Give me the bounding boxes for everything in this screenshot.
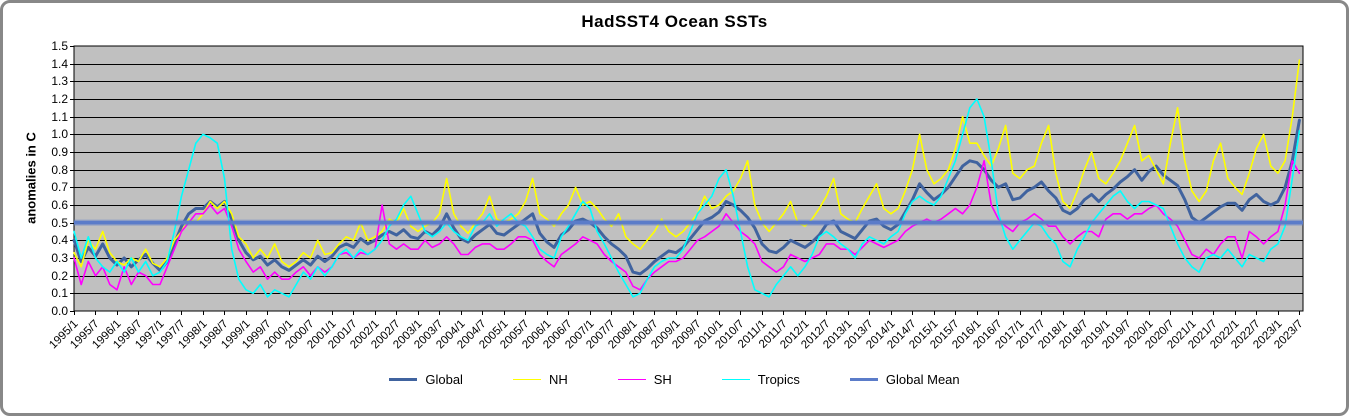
y-tick-label: 0.9 [51,145,68,159]
legend-line-swatch [721,378,750,381]
y-tick-label: 0.7 [51,180,68,195]
legend-label: SH [653,372,672,387]
y-tick-label: 1.5 [51,39,68,53]
series-line-sh [73,160,1301,291]
y-tick-label: 0.4 [51,233,68,248]
y-tick-label: 1.3 [51,74,68,89]
y-tick-label: 1.4 [51,56,68,71]
legend-line-swatch [389,378,418,381]
y-tick-label: 0.8 [51,162,68,177]
legend-item-global-mean: Global Mean [849,372,960,387]
y-tick-label: 0.0 [51,304,68,318]
legend-item-sh: SH [617,372,672,387]
plot-area [70,45,1304,315]
legend-label: NH [548,372,568,387]
legend-line-swatch [849,377,878,382]
y-tick-label: 0.2 [51,268,68,283]
legend: Global NH SH Tropics Global Mean [3,372,1346,387]
legend-item-tropics: Tropics [721,372,800,387]
y-tick-label: 1.2 [51,92,68,106]
y-tick-label: 0.5 [51,215,68,230]
y-tick-label: 0.3 [51,251,68,265]
series-line-nh [73,59,1301,268]
legend-item-global: Global [389,372,463,387]
legend-label: Global [425,372,463,387]
legend-line-swatch [512,378,541,381]
series-line-tropics [73,98,1301,298]
y-tick-label: 0.1 [51,286,68,301]
y-tick-label: 0.6 [51,198,68,212]
plot-background [73,45,1304,312]
legend-label: Global Mean [885,372,960,387]
y-tick-label: 1.1 [51,109,68,124]
series-line-global [72,118,1301,276]
chart-title: HadSST4 Ocean SSTs [581,12,768,31]
legend-item-nh: NH [512,372,568,387]
legend-line-swatch [617,378,646,381]
y-tick-label: 1.0 [51,127,68,142]
legend-label: Tropics [757,372,800,387]
